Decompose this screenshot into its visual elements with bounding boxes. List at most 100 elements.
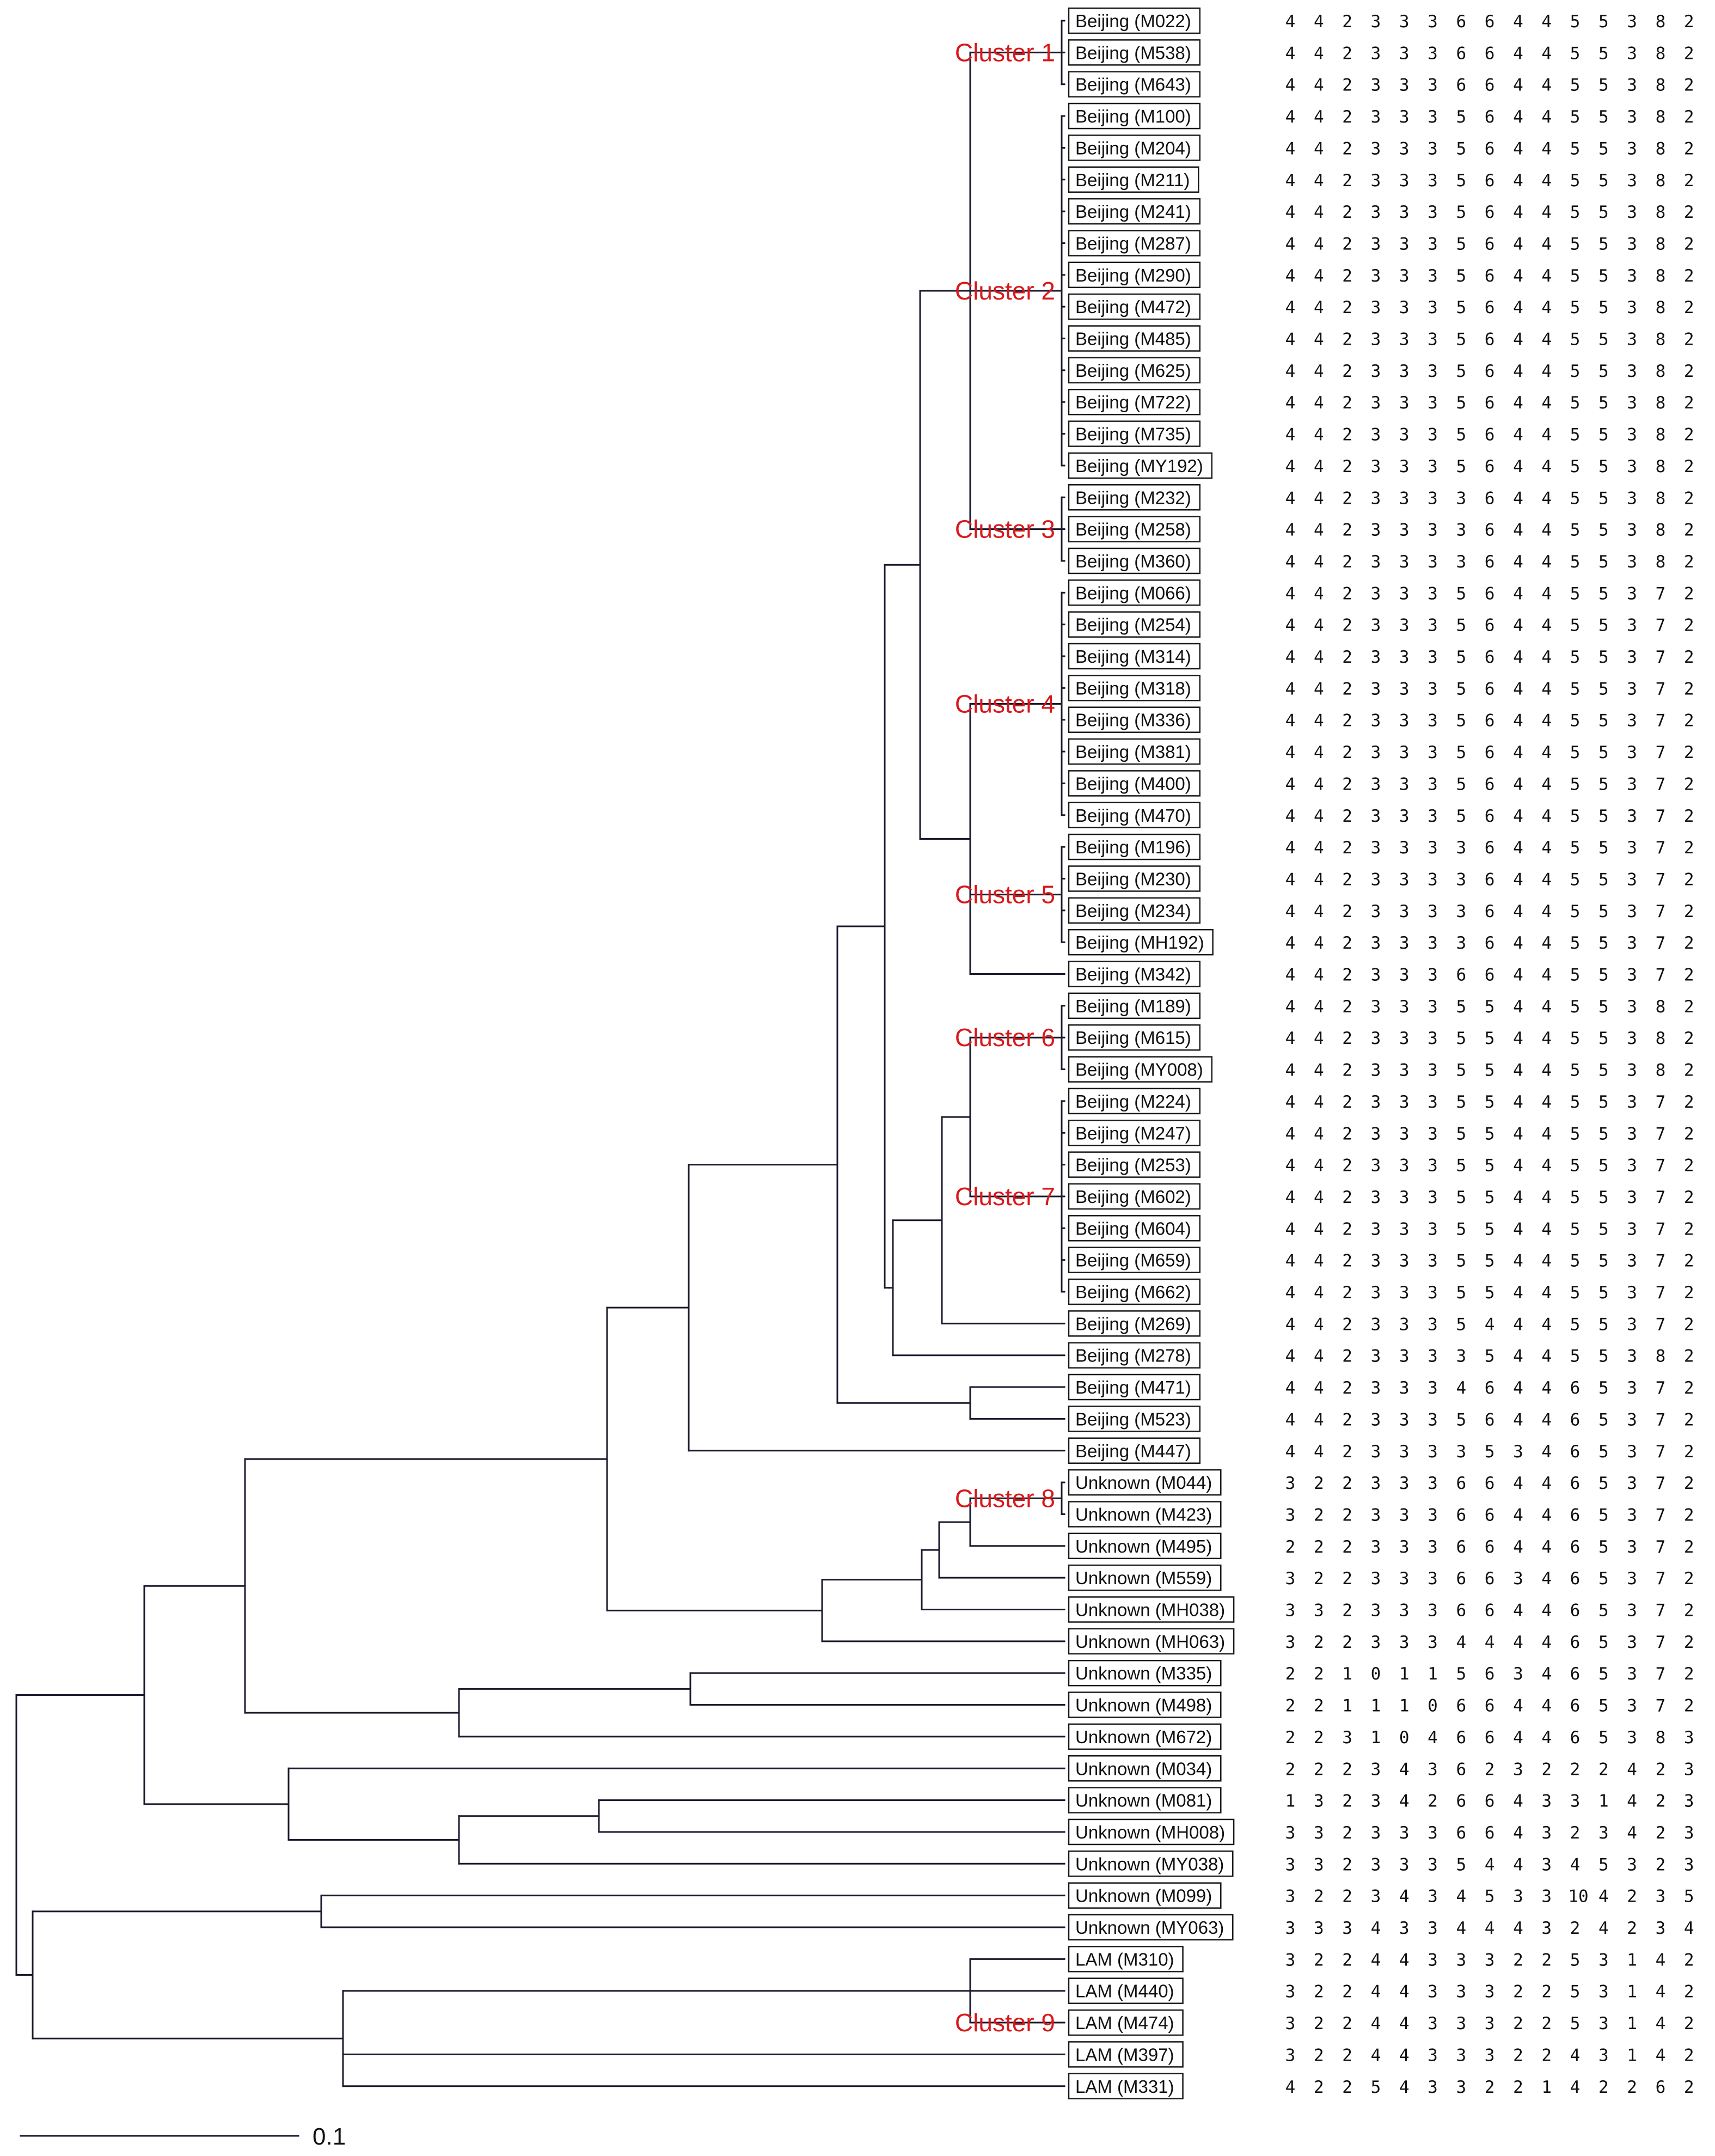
miru-value: 5 <box>1570 521 1581 540</box>
miru-value: 3 <box>1285 2014 1296 2033</box>
miru-value: 4 <box>1513 234 1523 254</box>
miru-value: 5 <box>1598 1283 1609 1303</box>
miru-value: 1 <box>1627 2045 1637 2065</box>
miru-value: 5 <box>1485 1188 1495 1207</box>
strain-name: Beijing (M066) <box>1075 583 1191 603</box>
miru-value: 5 <box>1456 1124 1466 1144</box>
miru-value: 4 <box>1285 1283 1296 1303</box>
miru-value: 2 <box>1684 1156 1694 1176</box>
strain-name: Unknown (M081) <box>1075 1791 1212 1811</box>
miru-value: 4 <box>1541 488 1552 508</box>
miru-value: 7 <box>1656 1537 1666 1557</box>
miru-value: 2 <box>1684 488 1694 508</box>
miru-value: 3 <box>1456 2078 1466 2097</box>
miru-value: 5 <box>1485 1029 1495 1048</box>
strain-label-box <box>1068 738 1201 765</box>
miru-value: 3 <box>1485 1950 1495 1970</box>
miru-value: 2 <box>1342 1029 1352 1048</box>
miru-value: 3 <box>1399 807 1410 826</box>
miru-value: 6 <box>1485 1569 1495 1589</box>
cluster-label: Cluster 9 <box>955 2008 1055 2037</box>
miru-value: 2 <box>1684 1950 1694 1970</box>
strain-label-box <box>1068 293 1201 320</box>
miru-value: 8 <box>1656 171 1666 191</box>
miru-value: 2 <box>1485 1760 1495 1779</box>
miru-value: 2 <box>1342 1982 1352 2002</box>
miru-value: 5 <box>1598 393 1609 413</box>
miru-value: 4 <box>1485 1855 1495 1874</box>
strain-label-box <box>1068 388 1201 416</box>
miru-value: 5 <box>1598 679 1609 699</box>
miru-value: 3 <box>1285 1601 1296 1621</box>
strain-name: LAM (M440) <box>1075 1981 1174 2001</box>
miru-value: 3 <box>1684 1855 1694 1874</box>
miru-value: 4 <box>1513 870 1523 889</box>
miru-value: 3 <box>1428 2078 1438 2097</box>
miru-value: 3 <box>1627 774 1637 794</box>
strain-name: Beijing (M232) <box>1075 487 1191 508</box>
strain-label: Beijing (M659) <box>1068 1247 1201 1273</box>
miru-value: 4 <box>1456 1887 1466 1907</box>
miru-code-row: 3 2 2 3 4 3 4 5 3 3 10 4 2 3 5 <box>1285 1887 1694 1907</box>
miru-value: 5 <box>1598 488 1609 508</box>
miru-value: 4 <box>1314 648 1324 667</box>
miru-value: 6 <box>1456 1474 1466 1493</box>
strain-label: Beijing (M470) <box>1068 802 1201 828</box>
miru-value: 3 <box>1371 616 1381 636</box>
miru-value: 3 <box>1428 266 1438 286</box>
miru-value: 2 <box>1285 1537 1296 1557</box>
strain-label: Beijing (M241) <box>1068 198 1201 225</box>
miru-value: 3 <box>1399 425 1410 445</box>
miru-value: 3 <box>1627 933 1637 953</box>
miru-value: 5 <box>1456 648 1466 667</box>
miru-value: 3 <box>1627 1442 1637 1462</box>
miru-value: 3 <box>1371 488 1381 508</box>
miru-value: 5 <box>1570 1029 1581 1048</box>
miru-value: 5 <box>1456 171 1466 191</box>
miru-value: 3 <box>1428 425 1438 445</box>
miru-value: 4 <box>1314 997 1324 1017</box>
miru-value: 4 <box>1513 1633 1523 1652</box>
miru-value: 2 <box>1684 774 1694 794</box>
miru-value: 1 <box>1371 1696 1381 1716</box>
miru-value: 2 <box>1684 616 1694 636</box>
miru-value: 2 <box>1342 1315 1352 1334</box>
miru-value: 8 <box>1656 12 1666 32</box>
miru-value: 4 <box>1513 457 1523 477</box>
strain-label: Beijing (M290) <box>1068 261 1201 289</box>
miru-value: 3 <box>1285 1919 1296 1938</box>
strain-label: Unknown (MY063) <box>1068 1914 1234 1941</box>
miru-value: 1 <box>1541 2078 1552 2097</box>
miru-value: 2 <box>1684 139 1694 158</box>
miru-value: 4 <box>1513 266 1523 286</box>
miru-value: 5 <box>1456 584 1466 603</box>
miru-value: 4 <box>1314 298 1324 317</box>
miru-value: 5 <box>1598 1633 1609 1652</box>
miru-value: 3 <box>1399 203 1410 222</box>
miru-value: 6 <box>1456 44 1466 63</box>
miru-value: 8 <box>1656 997 1666 1017</box>
miru-value: 2 <box>1684 521 1694 540</box>
miru-value: 2 <box>1342 2045 1352 2065</box>
miru-value: 2 <box>1513 1982 1523 2002</box>
miru-value: 7 <box>1656 648 1666 667</box>
miru-value: 4 <box>1513 203 1523 222</box>
miru-value: 3 <box>1371 902 1381 921</box>
miru-value: 4 <box>1314 234 1324 254</box>
miru-value: 4 <box>1513 1378 1523 1398</box>
miru-value: 5 <box>1570 330 1581 350</box>
miru-value: 3 <box>1371 1792 1381 1811</box>
miru-value: 4 <box>1513 1601 1523 1621</box>
miru-value: 4 <box>1598 1919 1609 1938</box>
miru-value: 2 <box>1684 933 1694 953</box>
miru-value: 3 <box>1399 330 1410 350</box>
miru-value: 3 <box>1428 1061 1438 1080</box>
miru-value: 4 <box>1428 1728 1438 1748</box>
miru-value: 4 <box>1314 330 1324 350</box>
miru-value: 5 <box>1598 1061 1609 1080</box>
miru-value: 2 <box>1656 1855 1666 1874</box>
miru-value: 4 <box>1513 1251 1523 1271</box>
miru-value: 5 <box>1456 1315 1466 1334</box>
miru-value: 6 <box>1456 1792 1466 1811</box>
